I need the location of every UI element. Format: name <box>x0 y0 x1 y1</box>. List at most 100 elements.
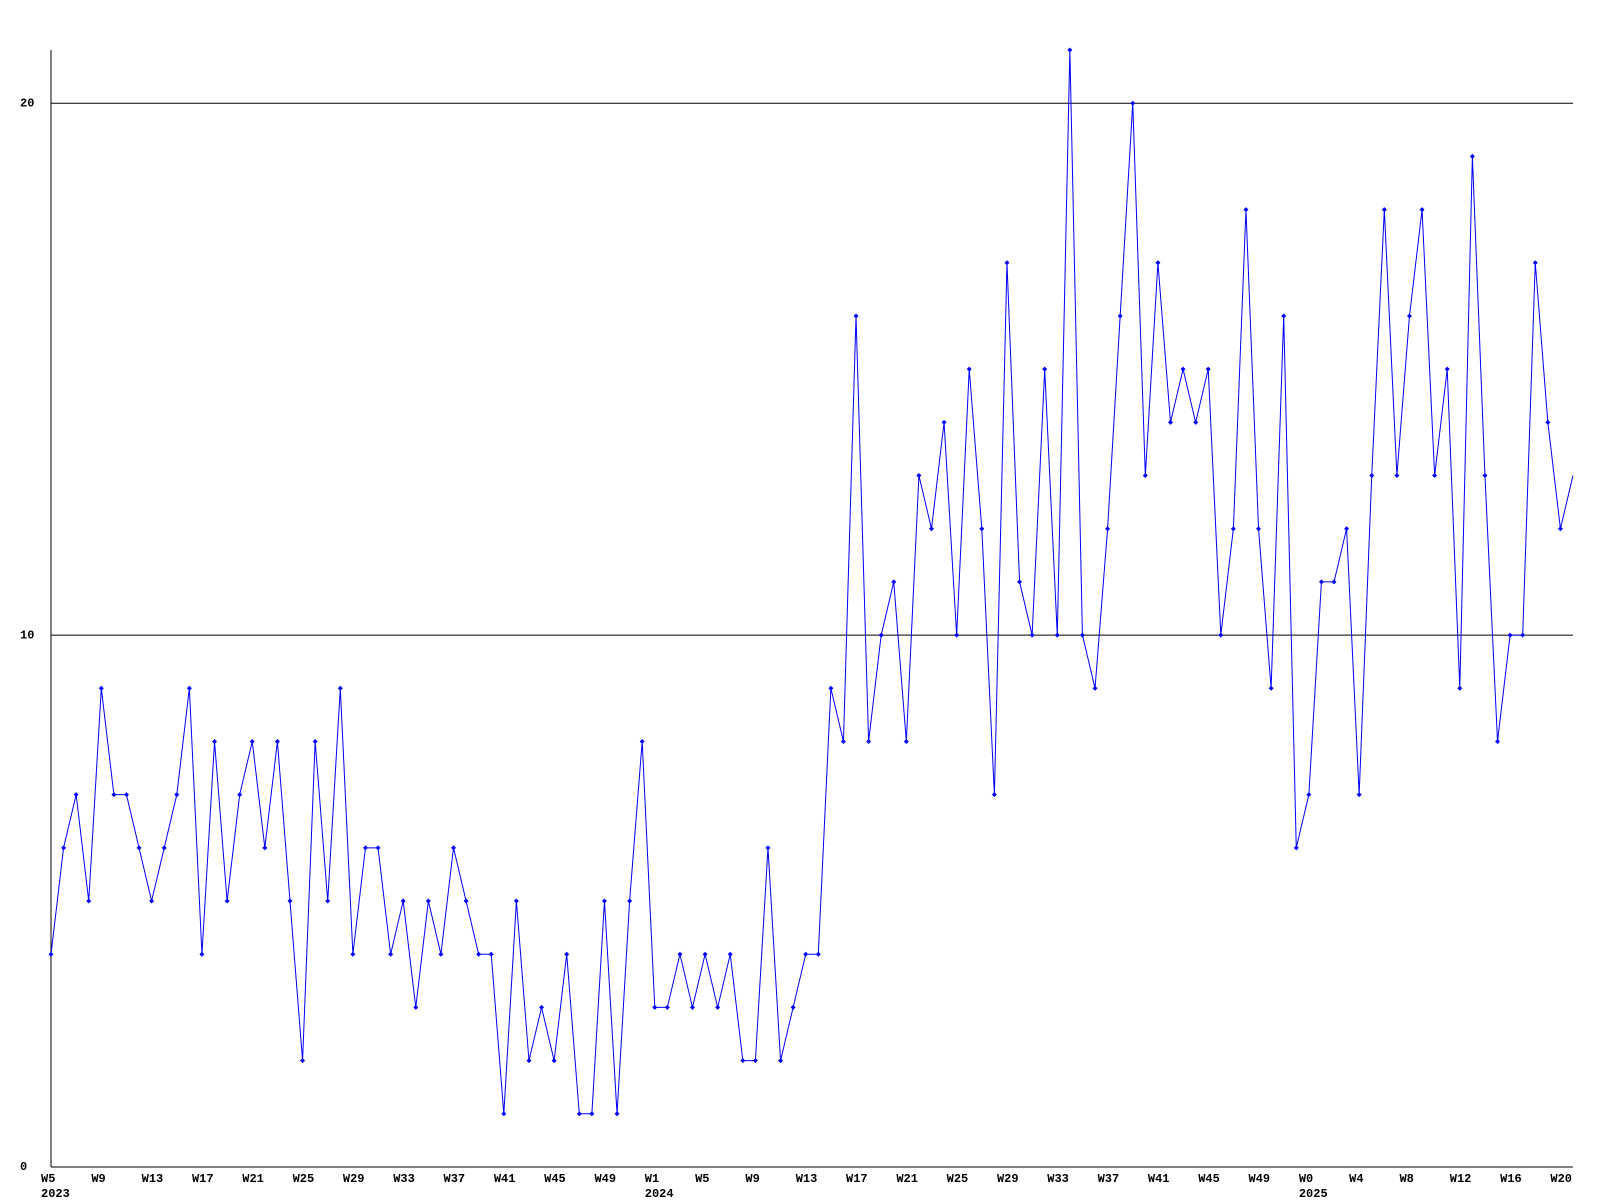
data-point <box>98 685 104 691</box>
data-point <box>1406 313 1412 319</box>
data-point <box>463 898 469 904</box>
data-point <box>1545 419 1551 425</box>
x-tick-label: W17 <box>846 1172 868 1186</box>
data-point <box>1230 526 1236 532</box>
x-tick-label: W33 <box>393 1172 415 1186</box>
x-tick-label: W1 <box>645 1172 659 1186</box>
x-tick-label: W9 <box>745 1172 759 1186</box>
data-point <box>199 951 205 957</box>
data-point <box>1042 366 1048 372</box>
data-point <box>639 738 645 744</box>
data-point <box>73 792 79 798</box>
data-point <box>451 845 457 851</box>
data-point <box>325 898 331 904</box>
x-tick-label: W12 <box>1450 1172 1472 1186</box>
data-point <box>1507 632 1513 638</box>
data-point <box>614 1111 620 1117</box>
data-point <box>1029 632 1035 638</box>
data-point <box>803 951 809 957</box>
x-tick-label: W16 <box>1500 1172 1522 1186</box>
data-point <box>287 898 293 904</box>
data-point <box>513 898 519 904</box>
data-point <box>1205 366 1211 372</box>
data-point <box>111 792 117 798</box>
data-point <box>903 738 909 744</box>
data-point <box>991 792 997 798</box>
data-point <box>224 898 230 904</box>
data-point <box>262 845 268 851</box>
data-point <box>1293 845 1299 851</box>
data-point <box>891 579 897 585</box>
data-point <box>1331 579 1337 585</box>
data-point <box>174 792 180 798</box>
data-point <box>1495 738 1501 744</box>
data-point <box>212 738 218 744</box>
data-point <box>727 951 733 957</box>
data-point <box>539 1004 545 1010</box>
data-point <box>866 738 872 744</box>
x-tick-label: W45 <box>1198 1172 1220 1186</box>
data-point <box>1193 419 1199 425</box>
data-point <box>488 951 494 957</box>
data-point <box>601 898 607 904</box>
data-point <box>928 526 934 532</box>
data-point <box>1142 473 1148 479</box>
data-point <box>1532 260 1538 266</box>
x-tick-label: W21 <box>242 1172 264 1186</box>
data-point <box>1117 313 1123 319</box>
data-point <box>337 685 343 691</box>
data-point <box>828 685 834 691</box>
data-point <box>1155 260 1161 266</box>
x-tick-label: W13 <box>796 1172 818 1186</box>
data-point <box>664 1004 670 1010</box>
data-point <box>1520 632 1526 638</box>
y-tick-label: 20 <box>20 96 34 110</box>
data-point <box>966 366 972 372</box>
x-tick-label: W4 <box>1349 1172 1363 1186</box>
data-point <box>916 473 922 479</box>
data-point <box>778 1058 784 1064</box>
x-tick-label: W37 <box>444 1172 466 1186</box>
x-tick-label: W0 <box>1299 1172 1313 1186</box>
data-point <box>1369 473 1375 479</box>
x-tick-label: W5 <box>695 1172 709 1186</box>
data-point <box>362 845 368 851</box>
data-point <box>1306 792 1312 798</box>
data-point <box>1419 207 1425 213</box>
data-point <box>740 1058 746 1064</box>
data-point <box>1381 207 1387 213</box>
x-tick-label: W17 <box>192 1172 214 1186</box>
data-point <box>1444 366 1450 372</box>
x-tick-label: W41 <box>1148 1172 1170 1186</box>
data-point <box>136 845 142 851</box>
x-tick-label: W25 <box>947 1172 969 1186</box>
data-point <box>979 526 985 532</box>
data-point <box>400 898 406 904</box>
x-tick-label: W33 <box>1047 1172 1069 1186</box>
x-tick-label: W29 <box>997 1172 1019 1186</box>
data-point <box>1017 579 1023 585</box>
data-point <box>300 1058 306 1064</box>
data-point <box>1356 792 1362 798</box>
data-point <box>1067 47 1073 53</box>
data-point <box>715 1004 721 1010</box>
data-point <box>1130 100 1136 106</box>
data-point <box>752 1058 758 1064</box>
data-point <box>1557 526 1563 532</box>
data-point <box>237 792 243 798</box>
data-point <box>677 951 683 957</box>
data-point <box>853 313 859 319</box>
data-point <box>350 951 356 957</box>
data-point <box>1469 153 1475 159</box>
data-point <box>1318 579 1324 585</box>
data-point <box>388 951 394 957</box>
data-point <box>86 898 92 904</box>
data-point <box>1180 366 1186 372</box>
data-point <box>186 685 192 691</box>
x-tick-label: W13 <box>142 1172 164 1186</box>
data-point <box>1105 526 1111 532</box>
x-tick-label: W21 <box>896 1172 918 1186</box>
x-tick-label: W41 <box>494 1172 516 1186</box>
